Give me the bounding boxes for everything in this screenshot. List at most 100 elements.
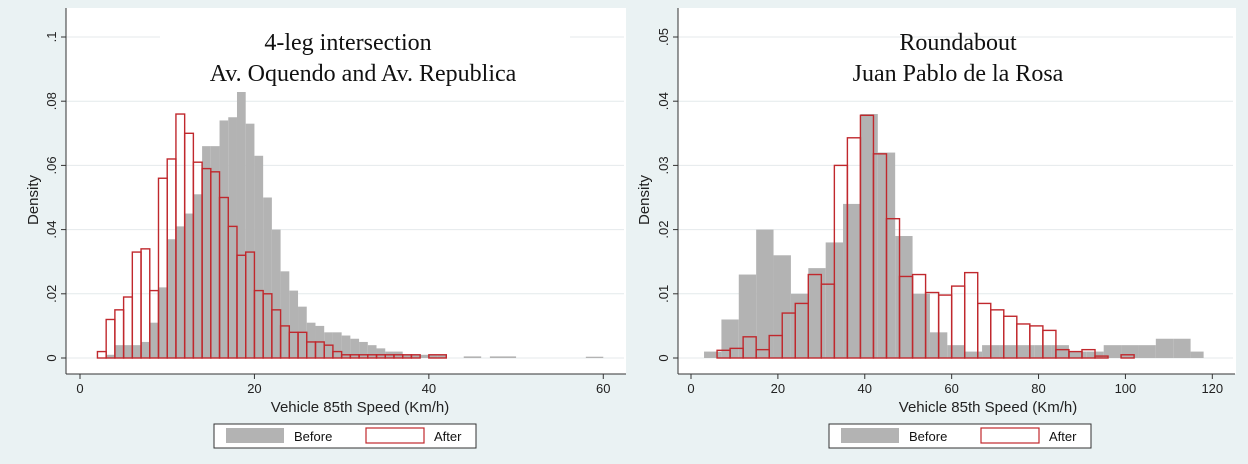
y-tick-label: .1 bbox=[44, 32, 59, 43]
bar-before bbox=[843, 203, 861, 358]
chart-title: Roundabout bbox=[899, 30, 1017, 56]
bar-before bbox=[402, 354, 412, 358]
y-tick-labels: 0 .01 .02 .03 .04 .05 bbox=[656, 28, 671, 362]
bar-before bbox=[123, 345, 133, 358]
bar-before bbox=[895, 236, 913, 358]
y-tick-label: .08 bbox=[44, 92, 59, 110]
axes bbox=[673, 8, 1235, 379]
x-tick-label: 20 bbox=[771, 381, 785, 396]
bar-before bbox=[341, 335, 351, 358]
bar-before bbox=[1051, 345, 1069, 358]
bar-before bbox=[106, 354, 115, 358]
bar-before bbox=[202, 146, 211, 358]
y-axis-label: Density bbox=[636, 174, 653, 225]
bar-before bbox=[184, 213, 194, 358]
bar-before bbox=[254, 155, 264, 358]
y-tick-label: .04 bbox=[44, 221, 59, 239]
bar-before bbox=[289, 290, 299, 358]
x-tick-label: 20 bbox=[247, 381, 261, 396]
x-tick-label: 0 bbox=[76, 381, 83, 396]
bar-before bbox=[350, 338, 360, 358]
bar-before bbox=[228, 117, 237, 358]
bar-before bbox=[489, 356, 517, 358]
bar-before bbox=[359, 341, 368, 358]
y-tick-label: .03 bbox=[656, 156, 671, 174]
bar-before bbox=[263, 197, 272, 358]
bar-before bbox=[964, 351, 983, 358]
y-tick-label: .02 bbox=[656, 221, 671, 239]
chart-subtitle: Juan Pablo de la Rosa bbox=[853, 61, 1064, 87]
bar-after bbox=[428, 354, 447, 359]
bar-before bbox=[704, 351, 722, 358]
bar-before bbox=[420, 354, 429, 358]
bar-before bbox=[167, 239, 176, 358]
legend-swatch-before bbox=[226, 428, 284, 443]
axes bbox=[61, 8, 626, 379]
legend: Before After bbox=[213, 423, 477, 449]
bar-before bbox=[158, 287, 168, 358]
bar-after bbox=[1081, 348, 1096, 359]
x-tick-labels: 0 20 40 60 bbox=[76, 381, 610, 396]
legend-swatch-after bbox=[980, 427, 1040, 444]
bar-after bbox=[410, 354, 421, 359]
bar-before bbox=[280, 271, 290, 358]
x-tick-label: 0 bbox=[687, 381, 694, 396]
bar-before bbox=[1190, 351, 1204, 358]
bar-before bbox=[1173, 338, 1191, 358]
x-tick-label: 40 bbox=[858, 381, 872, 396]
legend-label-after: After bbox=[434, 429, 462, 444]
bar-before bbox=[271, 229, 281, 358]
after-bars bbox=[716, 114, 1135, 359]
bar-before bbox=[773, 255, 791, 358]
bar-before bbox=[437, 354, 447, 358]
y-axis-label: Density bbox=[25, 174, 42, 225]
bar-before bbox=[585, 356, 604, 358]
legend-swatch-after bbox=[365, 427, 425, 444]
bar-after bbox=[1042, 329, 1057, 359]
x-axis-label: Vehicle 85th Speed (Km/h) bbox=[899, 399, 1077, 416]
x-tick-label: 60 bbox=[596, 381, 610, 396]
bar-before bbox=[411, 354, 421, 358]
bar-before bbox=[1121, 345, 1139, 358]
bar-before bbox=[193, 194, 203, 358]
x-tick-label: 100 bbox=[1115, 381, 1137, 396]
after-bars bbox=[96, 113, 447, 359]
y-tick-label: 0 bbox=[656, 354, 671, 361]
y-tick-label: 0 bbox=[44, 354, 59, 361]
bar-after bbox=[1094, 355, 1109, 359]
bar-before bbox=[367, 345, 377, 358]
bar-after bbox=[1120, 354, 1135, 359]
bar-before bbox=[1068, 351, 1087, 358]
bar-before bbox=[1016, 345, 1035, 358]
bar-before bbox=[132, 345, 142, 358]
legend-label-before: Before bbox=[294, 429, 332, 444]
bar-before bbox=[999, 345, 1017, 358]
chart-subtitle: Av. Oquendo and Av. Republica bbox=[210, 61, 517, 87]
bar-before bbox=[756, 229, 774, 358]
bar-before bbox=[149, 322, 159, 358]
bar-before bbox=[947, 345, 965, 358]
x-tick-label: 120 bbox=[1201, 381, 1223, 396]
bar-before bbox=[912, 293, 930, 358]
legend: Before After bbox=[828, 423, 1092, 449]
x-tick-label: 60 bbox=[944, 381, 958, 396]
bar-before bbox=[1103, 345, 1122, 358]
y-tick-label: .04 bbox=[656, 92, 671, 110]
x-tick-label: 80 bbox=[1031, 381, 1045, 396]
bar-before bbox=[210, 146, 220, 358]
y-tick-label: .05 bbox=[656, 28, 671, 46]
chart-4-leg-intersection: 0 20 40 60 0 .02 .04 .06 .08 .1 4-leg intersecti… bbox=[25, 8, 626, 449]
chart-title: 4-leg intersection bbox=[264, 30, 431, 56]
bar-before bbox=[808, 268, 826, 358]
bar-before bbox=[306, 322, 316, 358]
bar-before bbox=[236, 91, 246, 358]
bar-before bbox=[376, 348, 386, 358]
bar-before bbox=[114, 345, 124, 358]
chart-roundabout: 0 20 40 60 80 100 120 0 .01 .02 .03 .04 .05 Roundab… bbox=[636, 8, 1236, 449]
bar-before bbox=[463, 356, 482, 358]
x-tick-labels: 0 20 40 60 80 100 120 bbox=[687, 381, 1223, 396]
legend-label-before: Before bbox=[909, 429, 947, 444]
bar-after bbox=[742, 336, 757, 359]
